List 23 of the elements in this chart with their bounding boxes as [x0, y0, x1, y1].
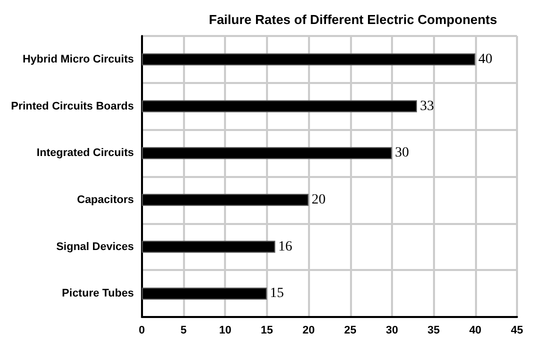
data-label: 30 [394, 146, 409, 161]
y-tick-label: Capacitors [77, 194, 134, 206]
y-tick-label: Picture Tubes [62, 288, 134, 300]
y-tick-label: Signal Devices [56, 240, 134, 253]
chart-title: Failure Rates of Different Electric Components [208, 12, 498, 27]
data-label: 40 [478, 52, 492, 67]
x-tick-label: 45 [510, 324, 524, 336]
x-tick-label: 5 [180, 324, 187, 336]
data-label: 20 [312, 192, 326, 208]
x-tick-label: 0 [138, 324, 145, 336]
x-tick-label: 15 [260, 324, 274, 336]
y-tick-label: Integrated Circuits [36, 147, 134, 160]
data-label: 16 [278, 239, 292, 254]
data-label: 33 [420, 98, 434, 114]
x-tick-label: 20 [302, 324, 315, 336]
data-label: 15 [270, 286, 284, 302]
x-tick-label: 25 [344, 324, 356, 336]
x-tick-label: 35 [428, 324, 440, 336]
y-tick-label: Hybrid Micro Circuits [22, 53, 134, 66]
x-tick-label: 40 [469, 324, 482, 336]
x-tick-label: 10 [219, 324, 232, 336]
y-tick-label: Printed Circuits Boards [11, 100, 134, 112]
x-tick-label: 30 [386, 324, 398, 336]
